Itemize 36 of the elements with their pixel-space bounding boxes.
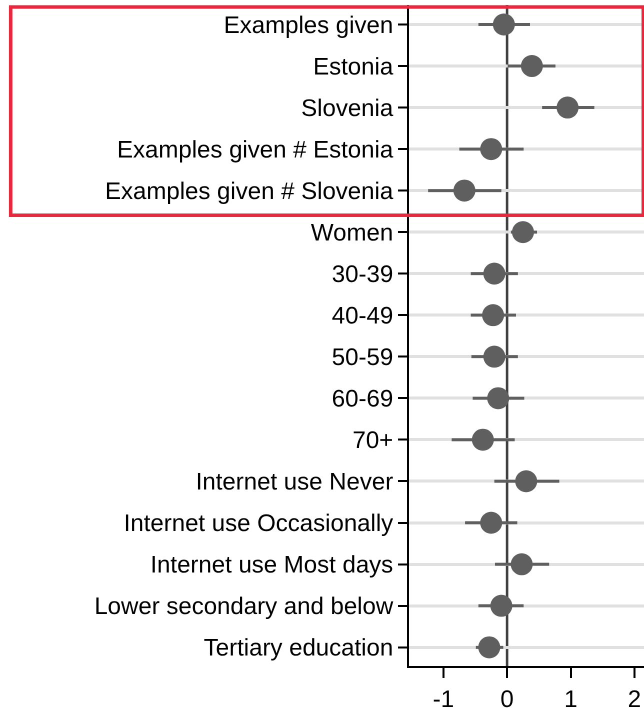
- point: [453, 180, 476, 202]
- y-tick-label: 70+: [352, 427, 394, 454]
- x-tick-label: 2: [628, 686, 642, 713]
- x-tick-label: 1: [564, 686, 578, 713]
- point: [490, 594, 512, 617]
- y-tick-label: Tertiary education: [204, 634, 394, 662]
- y-tick-label: Women: [310, 220, 394, 247]
- y-tick-label: Examples given # Estonia: [117, 136, 394, 164]
- y-tick-label: Estonia: [313, 53, 394, 80]
- y-tick-label: 40-49: [332, 302, 394, 330]
- point: [480, 512, 502, 534]
- point: [483, 262, 506, 285]
- point: [487, 387, 510, 410]
- point: [480, 138, 502, 160]
- point: [478, 636, 500, 658]
- y-tick-label: Slovenia: [301, 94, 394, 122]
- point: [515, 470, 538, 492]
- point: [510, 553, 533, 576]
- y-tick-label: Internet use Most days: [150, 552, 394, 579]
- point: [512, 221, 534, 244]
- point: [556, 96, 579, 119]
- point: [482, 304, 504, 326]
- point: [520, 55, 543, 78]
- x-tick-label: -1: [432, 686, 454, 713]
- y-tick-label: Internet use Never: [196, 468, 394, 496]
- point: [472, 428, 494, 451]
- y-tick-label: Lower secondary and below: [94, 593, 394, 620]
- point: [483, 346, 506, 368]
- y-tick-label: 50-59: [332, 344, 394, 372]
- point: [492, 14, 515, 36]
- y-tick-label: 60-69: [332, 386, 394, 413]
- y-tick-label: Examples given: [224, 12, 394, 39]
- y-tick-label: 30-39: [332, 261, 394, 288]
- y-tick-label: Internet use Occasionally: [124, 510, 394, 538]
- y-tick-label: Examples given # Slovenia: [105, 178, 394, 205]
- x-tick-label: 0: [500, 686, 514, 713]
